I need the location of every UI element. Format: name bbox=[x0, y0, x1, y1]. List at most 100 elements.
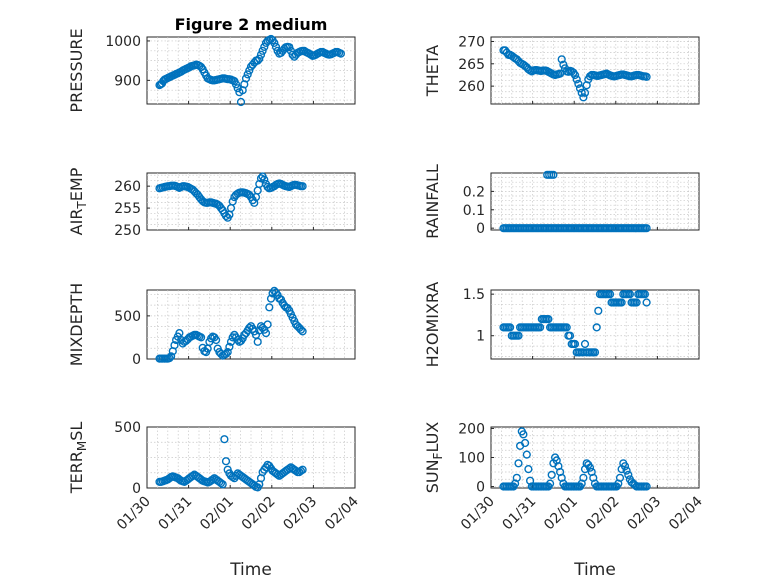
x-tick-label: 02/01 bbox=[197, 494, 237, 534]
y-axis-label: TERRMSL bbox=[67, 422, 89, 495]
data-point bbox=[241, 74, 251, 83]
data-point bbox=[216, 479, 226, 488]
data-point bbox=[255, 54, 264, 63]
data-point bbox=[243, 70, 252, 79]
data-point bbox=[298, 465, 307, 474]
y-tick-label: 260 bbox=[458, 79, 485, 95]
data-point bbox=[220, 435, 229, 444]
y-tick-label: 0.1 bbox=[463, 203, 485, 219]
data-point bbox=[245, 66, 254, 75]
data-point bbox=[620, 462, 630, 471]
data-point bbox=[296, 466, 306, 476]
data-point bbox=[640, 290, 650, 299]
data-point bbox=[207, 334, 216, 343]
data-point bbox=[265, 303, 274, 312]
data-point bbox=[514, 331, 523, 340]
y-tick-label: 100 bbox=[458, 451, 485, 467]
data-point bbox=[270, 38, 279, 48]
data-point bbox=[545, 479, 555, 488]
x-axis-label-left: Time bbox=[229, 560, 272, 580]
x-tick-label: 02/02 bbox=[583, 494, 623, 534]
data-point bbox=[572, 75, 581, 84]
data-point bbox=[519, 430, 528, 439]
data-point bbox=[520, 438, 530, 448]
data-point bbox=[632, 298, 641, 307]
data-point bbox=[261, 329, 271, 338]
y-axis-label: SUNFLUX bbox=[423, 422, 445, 494]
data-point bbox=[575, 84, 585, 93]
data-point bbox=[296, 325, 306, 334]
y-tick-label: 250 bbox=[114, 223, 141, 239]
data-point bbox=[579, 473, 588, 482]
data-point bbox=[223, 348, 232, 357]
y-tick-label: 900 bbox=[114, 73, 141, 89]
data-point bbox=[585, 463, 595, 472]
x-tick-label: 02/04 bbox=[666, 493, 706, 533]
data-point bbox=[167, 352, 176, 361]
data-point bbox=[642, 298, 651, 307]
data-point bbox=[260, 42, 269, 52]
x-tick-label: 02/03 bbox=[624, 494, 664, 534]
data-point bbox=[253, 337, 262, 346]
data-point bbox=[570, 339, 580, 349]
y-tick-label: 0 bbox=[476, 480, 485, 496]
subplot-rainfall: 0 0.1 0.2 RAINFALL bbox=[423, 164, 700, 239]
figure-title: Figure 2 medium bbox=[175, 15, 328, 34]
data-point bbox=[258, 46, 267, 55]
y-tick-label: 0 bbox=[476, 221, 485, 237]
subplot-pressure: 900 1000 PRESSURE bbox=[67, 28, 356, 113]
subplot-air_temp: 250 255 260 AIRTEMP bbox=[67, 167, 356, 239]
x-tick-label: 01/30 bbox=[114, 494, 154, 534]
x-tick-label: 02/04 bbox=[322, 493, 362, 533]
data-point bbox=[524, 465, 533, 474]
subplot-mixdepth: 0 500 MIXDEPTH bbox=[67, 283, 356, 368]
data-point bbox=[642, 72, 651, 81]
data-point bbox=[617, 298, 626, 307]
data-point bbox=[580, 88, 590, 97]
y-tick-label: 270 bbox=[458, 34, 485, 50]
data-point bbox=[298, 327, 307, 336]
x-tick-label: 01/31 bbox=[156, 494, 196, 534]
y-axis-label: AIRTEMP bbox=[67, 167, 89, 235]
data-point bbox=[233, 335, 242, 345]
data-point bbox=[577, 88, 586, 97]
y-tick-label: 500 bbox=[114, 420, 141, 436]
data-point bbox=[266, 294, 276, 303]
data-point bbox=[624, 470, 633, 480]
data-point bbox=[522, 450, 531, 459]
data-point bbox=[549, 170, 558, 179]
subplot-terr_msl: 0 500 TERRMSL 01/30 01/31 02/01 02/02 02/03 02/0… bbox=[67, 420, 362, 533]
y-tick-label: 1.5 bbox=[463, 287, 485, 303]
data-point bbox=[544, 315, 553, 324]
data-point bbox=[557, 55, 566, 64]
data-point bbox=[170, 341, 179, 350]
data-point bbox=[165, 354, 174, 363]
x-tick-label: 02/03 bbox=[280, 494, 320, 534]
x-axis-label-right: Time bbox=[573, 560, 616, 580]
data-point bbox=[236, 97, 246, 107]
data-point bbox=[512, 473, 521, 482]
x-tick-label: 01/30 bbox=[458, 494, 498, 534]
x-tick-label: 02/02 bbox=[239, 494, 279, 534]
data-point bbox=[605, 290, 615, 299]
y-tick-label: 0.2 bbox=[463, 184, 485, 200]
data-point bbox=[642, 482, 651, 491]
data-point bbox=[233, 84, 242, 93]
y-axis-label: MIXDEPTH bbox=[67, 283, 86, 366]
data-point bbox=[256, 50, 266, 59]
data-point bbox=[574, 79, 583, 89]
y-tick-label: 1 bbox=[476, 329, 485, 345]
y-tick-label: 260 bbox=[114, 179, 141, 195]
data-point bbox=[615, 473, 625, 482]
data-point bbox=[565, 331, 575, 340]
data-point bbox=[514, 459, 523, 468]
data-point bbox=[562, 323, 571, 332]
data-point bbox=[225, 342, 234, 352]
data-point bbox=[298, 182, 307, 191]
x-tick-label: 02/01 bbox=[541, 494, 581, 534]
data-point bbox=[221, 349, 231, 358]
data-point bbox=[221, 457, 231, 466]
axes-box bbox=[490, 426, 700, 489]
